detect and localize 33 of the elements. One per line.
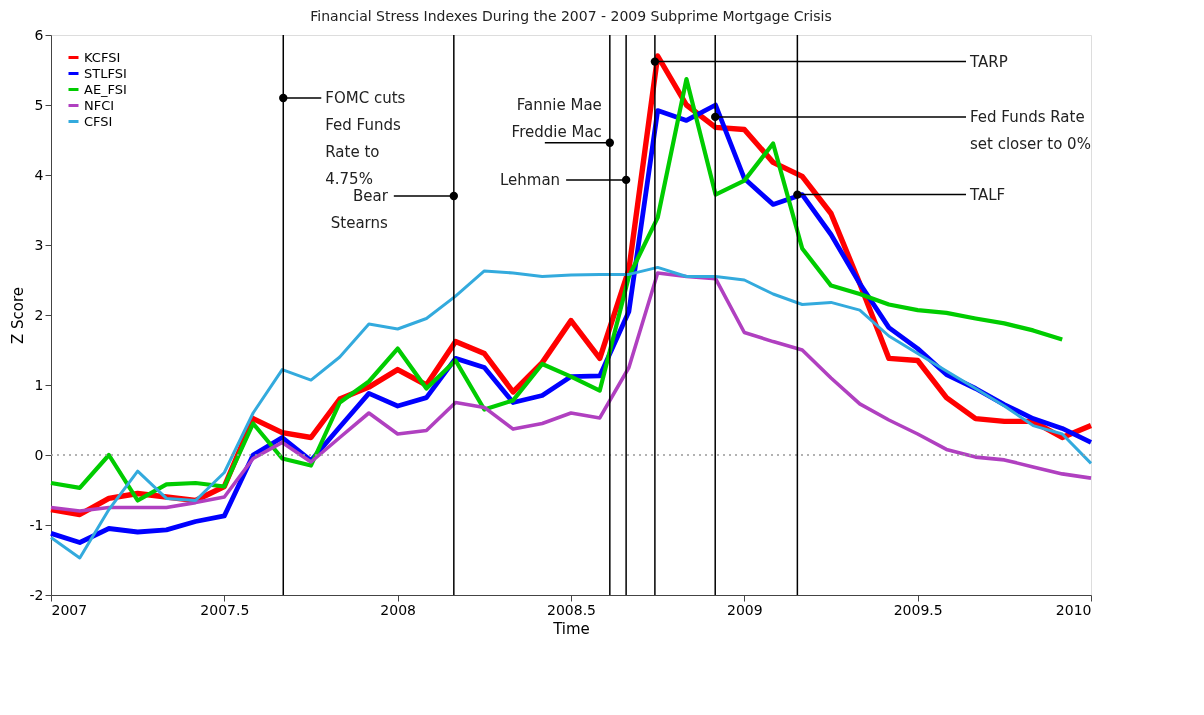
y-tick-label: 5: [34, 96, 44, 113]
legend-label: NFCI: [84, 97, 115, 113]
x-tick-label: 2010: [1055, 601, 1092, 618]
annotation: Bear Stearns: [330, 187, 389, 232]
y-tick-label: 6: [34, 26, 44, 43]
line-series: [49, 265, 1093, 560]
legend-label: AE_FSI: [84, 81, 127, 97]
annotation: Lehman: [499, 170, 561, 189]
y-tick-label: 4: [34, 166, 44, 183]
y-tick-label: 1: [34, 376, 44, 393]
x-axis-title: Time: [552, 619, 590, 638]
line-series: [49, 271, 1093, 513]
x-tick-label: 2007: [51, 601, 88, 618]
legend-label: CFSI: [84, 113, 113, 129]
x-tick-label: 2008: [380, 601, 416, 618]
annotation: Fannie Mae Freddie Mac: [511, 95, 602, 141]
legend-label: STLFSI: [84, 65, 127, 81]
annotation: TALF: [969, 185, 1006, 204]
y-tick-label: -2: [29, 586, 44, 603]
y-tick-label: 0: [34, 446, 44, 463]
annotation: Fed Funds Rate set closer to 0%: [970, 107, 1091, 153]
y-tick-label: -1: [29, 516, 44, 533]
x-tick-label: 2009: [727, 601, 763, 618]
legend-label: KCFSI: [84, 49, 121, 65]
x-tick-label: 2009.5: [893, 601, 943, 618]
y-tick-label: 2: [34, 306, 44, 323]
y-tick-label: 3: [34, 236, 44, 253]
chart-title: Financial Stress Indexes During the 2007 - 2009 Subprime Mortgage Crisis: [310, 8, 832, 24]
annotation: TARP: [969, 52, 1008, 71]
y-axis-title: Z Score: [8, 286, 27, 345]
x-tick-label: 2008.5: [547, 601, 596, 618]
x-tick-label: 2007.5: [200, 601, 250, 618]
annotation: FOMC cuts Fed Funds Rate to 4.75%: [325, 89, 406, 188]
